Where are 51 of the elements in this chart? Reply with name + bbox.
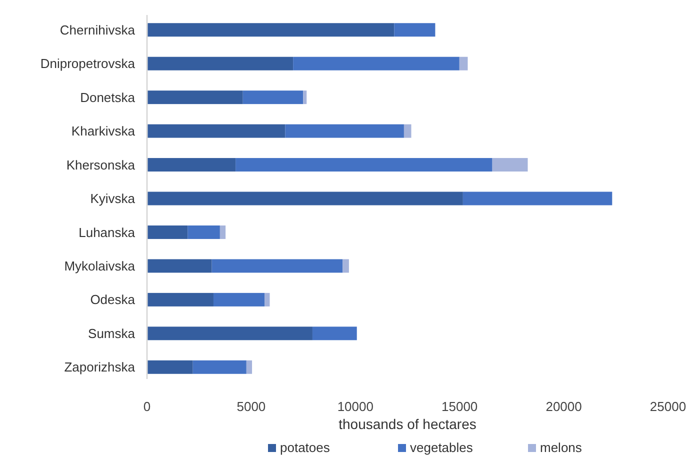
bar xyxy=(404,124,412,138)
y-tick-label: Dnipropetrovska xyxy=(40,56,136,72)
bar xyxy=(264,292,270,306)
y-tick-label: Kharkivska xyxy=(71,124,136,139)
x-tick-label: 15000 xyxy=(442,399,478,414)
y-tick-label: Sumska xyxy=(88,326,136,341)
x-tick-label: 10000 xyxy=(337,399,374,414)
bar xyxy=(147,158,236,172)
y-tick-label: Khersonska xyxy=(66,157,136,172)
bar xyxy=(462,192,612,206)
bar xyxy=(242,90,304,104)
legend-label: potatoes xyxy=(280,440,330,455)
bar xyxy=(147,292,214,306)
bar xyxy=(192,360,246,374)
bar xyxy=(394,23,436,37)
bar xyxy=(246,360,252,374)
bar xyxy=(236,158,492,172)
bar xyxy=(342,259,349,273)
x-tick-label: 20000 xyxy=(546,399,582,414)
x-tick-label: 25000 xyxy=(650,399,686,414)
x-tick-label: 5000 xyxy=(236,399,266,414)
y-tick-label: Luhanska xyxy=(78,224,136,240)
bar xyxy=(213,292,265,306)
bar xyxy=(147,259,212,273)
x-tick-label: 0 xyxy=(143,399,151,414)
bar xyxy=(147,192,463,206)
y-tick-label: Zaporizhska xyxy=(64,360,136,375)
bar xyxy=(147,326,312,340)
bar xyxy=(147,225,188,239)
y-tick-label: Mykolaivska xyxy=(64,258,136,274)
bar xyxy=(147,124,286,138)
bar xyxy=(312,326,357,340)
bar xyxy=(459,56,468,70)
bar xyxy=(212,259,343,273)
bar xyxy=(147,56,294,70)
bar xyxy=(147,90,243,104)
y-tick-label: Kyivska xyxy=(90,191,136,206)
legend-label: melons xyxy=(540,440,582,455)
legend-label: vegetables xyxy=(410,440,474,455)
y-tick-label: Chernihivska xyxy=(60,22,136,38)
bar xyxy=(285,124,404,138)
y-tick-label: Odeska xyxy=(90,292,136,308)
y-tick-label: Donetska xyxy=(80,90,136,105)
bar xyxy=(147,23,394,37)
x-axis-title: thousands of hectares xyxy=(338,416,476,432)
bar xyxy=(293,56,460,70)
bar xyxy=(220,225,226,239)
bar xyxy=(188,225,220,239)
bar xyxy=(492,158,528,172)
bar xyxy=(147,360,193,374)
bar xyxy=(303,90,307,104)
